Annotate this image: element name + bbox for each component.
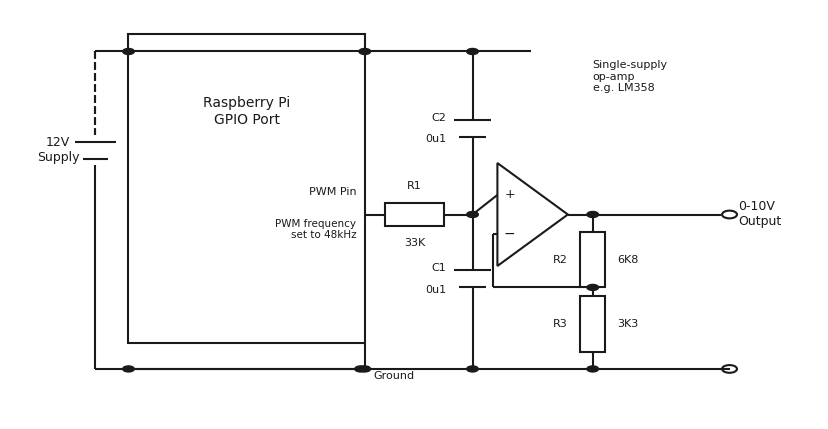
Bar (128, 34, 364, 343)
Circle shape (586, 211, 598, 218)
Text: C2: C2 (431, 113, 445, 123)
Circle shape (586, 284, 598, 290)
Text: −: − (503, 227, 515, 241)
Circle shape (359, 366, 370, 372)
Text: Ground: Ground (373, 371, 414, 381)
Text: 12V
Supply: 12V Supply (36, 136, 79, 164)
Circle shape (123, 366, 134, 372)
Text: 0-10V
Output: 0-10V Output (737, 200, 780, 229)
Polygon shape (497, 163, 567, 266)
Circle shape (354, 366, 366, 372)
Text: 33K: 33K (403, 238, 425, 248)
Text: 6K8: 6K8 (617, 254, 638, 265)
Text: PWM frequency
set to 48kHz: PWM frequency set to 48kHz (275, 219, 356, 240)
Bar (580, 232, 604, 287)
Bar (385, 203, 443, 227)
Text: R3: R3 (552, 319, 567, 329)
Text: 0u1: 0u1 (425, 134, 445, 145)
Circle shape (586, 366, 598, 372)
Circle shape (466, 366, 478, 372)
Text: R2: R2 (552, 254, 567, 265)
Text: C1: C1 (431, 263, 445, 273)
Circle shape (466, 211, 478, 218)
Text: Single-supply
op-amp
e.g. LM358: Single-supply op-amp e.g. LM358 (592, 60, 667, 93)
Circle shape (466, 48, 478, 54)
Circle shape (123, 48, 134, 54)
Text: 0u1: 0u1 (425, 284, 445, 295)
Bar (580, 296, 604, 352)
Text: +: + (504, 188, 514, 202)
Circle shape (359, 48, 370, 54)
Text: Raspberry Pi
GPIO Port: Raspberry Pi GPIO Port (203, 97, 290, 127)
Text: R1: R1 (407, 181, 421, 191)
Text: 3K3: 3K3 (617, 319, 638, 329)
Text: PWM Pin: PWM Pin (309, 187, 356, 197)
